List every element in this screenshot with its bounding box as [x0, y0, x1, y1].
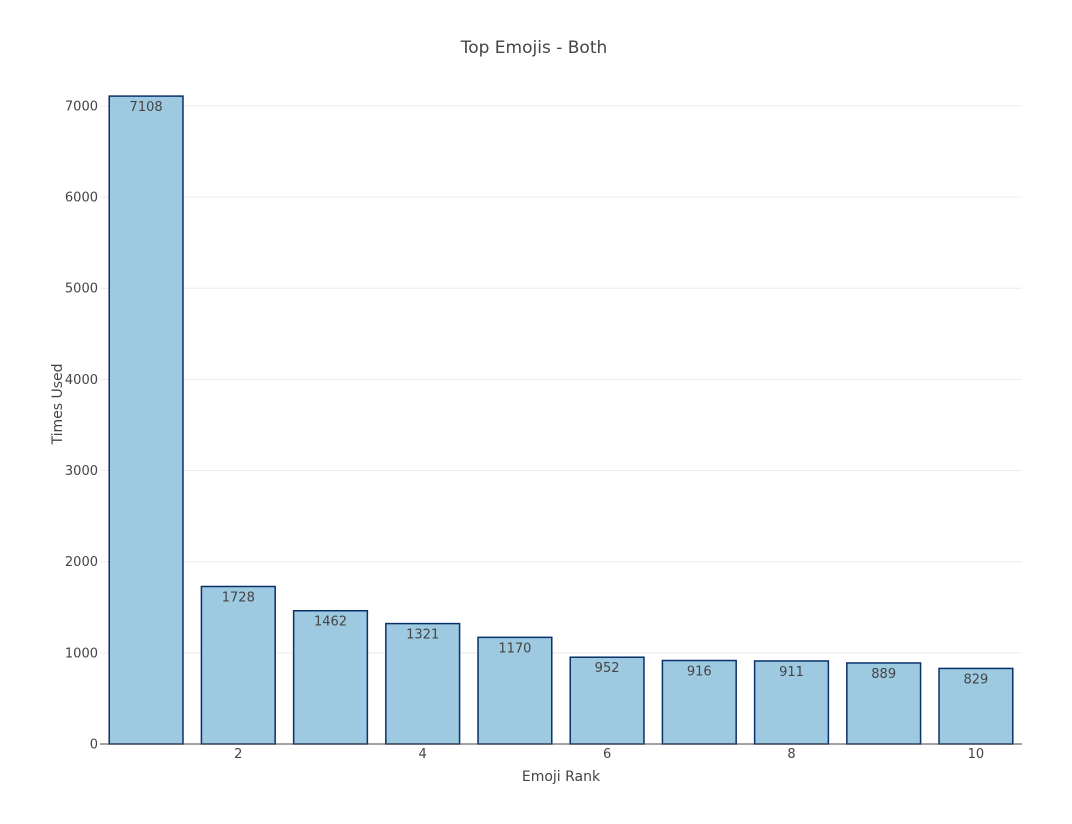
x-axis-title: Emoji Rank	[522, 769, 601, 785]
y-tick-label: 7000	[65, 99, 98, 114]
x-tick-label: 10	[968, 747, 985, 762]
x-tick-label: 6	[603, 747, 611, 762]
x-tick-label: 8	[787, 747, 795, 762]
bar-value-label: 952	[595, 661, 620, 676]
bar	[477, 636, 553, 745]
bar	[569, 656, 645, 745]
bar-value-label: 1728	[222, 590, 255, 605]
bar-value-label: 911	[779, 665, 804, 680]
bar-value-label: 889	[871, 667, 896, 682]
bar	[846, 662, 922, 745]
bar-value-label: 1321	[406, 628, 439, 643]
chart-title: Top Emojis - Both	[460, 38, 608, 58]
bar-value-label: 1170	[498, 641, 531, 656]
bar	[661, 659, 737, 745]
y-tick-label: 3000	[65, 464, 98, 479]
data-labels: 7108 1728 1462 1321 1170 952 916 911 889 829	[130, 100, 989, 687]
bar-value-label: 829	[963, 672, 988, 687]
y-axis-ticks: 0 1000 2000 3000 4000 5000 6000 7000	[65, 99, 98, 752]
bar-value-label: 1462	[314, 615, 347, 630]
bar	[753, 660, 830, 745]
y-axis-title: Times Used	[50, 363, 66, 445]
y-tick-label: 0	[90, 738, 98, 753]
grid-lines	[100, 105, 1022, 654]
y-tick-label: 6000	[65, 191, 98, 206]
x-tick-label: 2	[234, 747, 242, 762]
y-tick-label: 5000	[65, 282, 98, 297]
x-axis-ticks: 2 4 6 8 10	[234, 747, 984, 762]
bars	[108, 95, 1014, 745]
y-tick-label: 2000	[65, 555, 98, 570]
y-tick-label: 4000	[65, 373, 98, 388]
bar	[108, 95, 184, 745]
bar-value-label: 916	[687, 665, 712, 680]
bar	[200, 585, 276, 745]
bar-value-label: 7108	[130, 100, 163, 115]
y-tick-label: 1000	[65, 646, 98, 661]
x-tick-label: 4	[419, 747, 427, 762]
bar	[938, 667, 1014, 745]
bar	[292, 609, 369, 745]
